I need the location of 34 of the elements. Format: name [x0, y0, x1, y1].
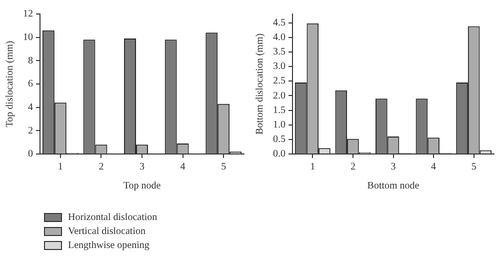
y-axis-title: Bottom dislocation (mm) — [254, 33, 266, 135]
y-tick-label: 4 — [28, 102, 33, 113]
x-tick-label: 2 — [350, 162, 356, 173]
x-tick-label: 1 — [310, 162, 316, 173]
x-tick-label: 3 — [390, 162, 396, 173]
y-tick-label: 4.0 — [273, 32, 286, 43]
y-tick-label: 4.5 — [273, 17, 286, 28]
x-tick-label: 4 — [431, 162, 436, 173]
x-tick-label: 3 — [140, 162, 144, 173]
x-tick-label: 4 — [180, 162, 186, 173]
y-tick-label: 2.0 — [273, 90, 286, 102]
y-tick-label: 3.0 — [273, 61, 286, 72]
x-tick-label: 5 — [221, 162, 226, 173]
x-tick-label: 1 — [58, 162, 63, 173]
y-tick-label: 2 — [28, 125, 33, 136]
x-tick-label: 2 — [98, 162, 104, 173]
y-tick-label: 2.5 — [273, 76, 286, 87]
y-axis-title: Top dislocation (mm) — [4, 40, 16, 128]
y-tick-label: 1.0 — [273, 119, 286, 130]
y-tick-label: 0.0 — [273, 148, 286, 160]
x-axis-title: Top node — [123, 180, 162, 192]
y-tick-label: 3.5 — [273, 46, 286, 58]
y-tick-label: 0 — [28, 148, 33, 160]
y-tick-label: 6 — [28, 78, 33, 90]
legend-label: Lengthwise opening — [68, 240, 150, 250]
y-tick-label: 10 — [23, 32, 33, 43]
x-tick-label: 5 — [471, 162, 476, 173]
legend-label: Vertical dislocation — [68, 226, 146, 236]
x-axis-title: Bottom node — [367, 180, 420, 192]
y-tick-label: 12 — [23, 8, 33, 20]
y-tick-label: 8 — [28, 55, 33, 66]
legend-label: Horizontal dislocation — [68, 212, 158, 222]
y-tick-label: 1.5 — [273, 104, 286, 116]
y-tick-label: 0.5 — [273, 134, 286, 146]
